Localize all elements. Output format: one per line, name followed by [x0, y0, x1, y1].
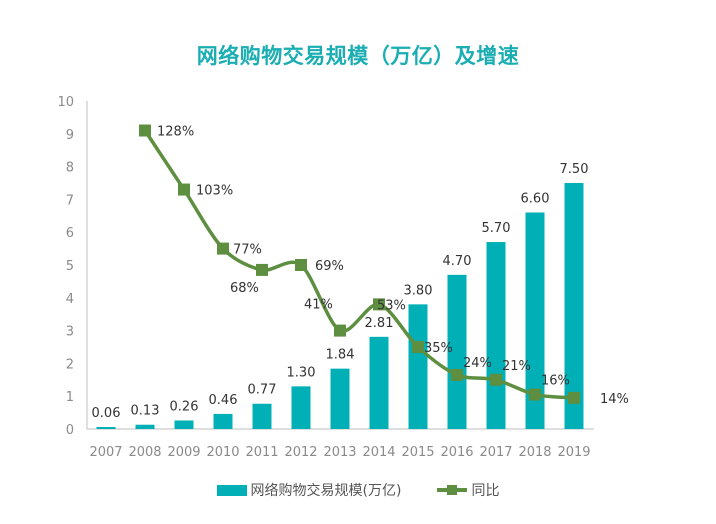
line-marker	[334, 324, 346, 337]
line-data-label: 69%	[315, 259, 344, 274]
x-tick-label: 2018	[518, 445, 551, 460]
x-tick-label: 2019	[557, 445, 590, 460]
bar	[447, 274, 467, 429]
legend-item-line: 同比	[437, 480, 499, 500]
bar-data-label: 0.77	[248, 383, 277, 398]
bar-data-label: 0.46	[209, 393, 238, 408]
bar-data-label: 1.84	[326, 348, 355, 363]
legend-line-swatch	[437, 484, 468, 496]
x-tick-label: 2017	[479, 445, 512, 460]
x-tick-label: 2009	[167, 445, 200, 460]
line-data-label: 41%	[304, 298, 333, 313]
y-tick-label: 10	[57, 95, 74, 110]
y-tick-label: 9	[66, 128, 74, 143]
bar-data-label: 6.60	[521, 192, 550, 207]
growth-line	[143, 129, 575, 400]
bar-data-label: 3.80	[404, 283, 433, 298]
line-data-label: 24%	[463, 356, 492, 371]
x-tick-label: 2012	[284, 445, 317, 460]
y-tick-label: 5	[66, 259, 74, 274]
y-tick-label: 8	[66, 161, 74, 176]
bar	[135, 424, 155, 429]
bar	[408, 304, 428, 429]
line-marker	[295, 259, 307, 271]
line-data-label: 103%	[196, 184, 233, 199]
line-marker	[217, 242, 229, 255]
x-tick-label: 2015	[401, 445, 434, 460]
bar-data-label: 7.50	[560, 162, 589, 177]
y-tick-label: 4	[66, 292, 74, 307]
y-tick-label: 3	[66, 325, 74, 340]
bar	[252, 403, 272, 429]
legend-item-bar: 网络购物交易规模(万亿)	[216, 480, 402, 500]
legend-line-label: 同比	[471, 483, 500, 499]
y-tick-label: 6	[66, 226, 74, 241]
line-marker	[529, 388, 541, 401]
bar	[174, 420, 194, 429]
bar	[486, 242, 506, 429]
x-tick-label: 2008	[128, 445, 161, 460]
bar-data-label: 1.30	[287, 365, 316, 380]
line-marker	[490, 373, 502, 386]
bar	[330, 368, 350, 429]
bar-data-label: 4.70	[443, 254, 472, 269]
y-tick-label: 7	[66, 193, 74, 208]
line-data-label: 53%	[377, 298, 406, 313]
chart-title: 网络购物交易规模（万亿）及增速	[196, 44, 520, 68]
bar	[213, 413, 233, 429]
bar-data-label: 0.26	[170, 399, 199, 414]
line-data-label: 14%	[600, 392, 629, 407]
legend: 网络购物交易规模(万亿) 同比	[0, 480, 716, 500]
legend-bar-swatch	[216, 484, 247, 496]
y-tick-label: 1	[66, 390, 74, 405]
line-marker	[256, 263, 268, 276]
bar-data-label: 0.13	[131, 404, 160, 419]
bar-data-label: 5.70	[482, 221, 511, 236]
bar-data-labels: 0.06 0.13 0.26 0.46 0.77 1.30 1.84 2.81 3.80 4.70…	[92, 162, 589, 421]
legend-bar-label: 网络购物交易规模(万亿)	[250, 483, 402, 499]
bar-data-label: 2.81	[365, 316, 394, 331]
line-marker	[373, 298, 385, 311]
y-tick-labels: 0 1 2 3 4 5 6 7 8 9 10	[57, 95, 74, 438]
bar-data-label: 0.06	[92, 406, 121, 421]
line-data-label: 128%	[157, 125, 194, 140]
line-data-label: 35%	[424, 341, 453, 356]
line-data-label: 77%	[233, 243, 262, 258]
x-tick-labels: 2007 2008 2009 2010 2011 2012 2013 2014 2015 2016…	[89, 445, 590, 460]
x-tick-label: 2014	[362, 445, 395, 460]
x-tick-label: 2011	[245, 445, 278, 460]
bar	[96, 427, 116, 429]
line-data-label: 16%	[541, 374, 570, 389]
line-data-label: 68%	[230, 281, 259, 296]
x-tick-label: 2013	[323, 445, 356, 460]
line-series	[139, 124, 580, 404]
bar-series	[96, 183, 584, 429]
bar	[564, 183, 584, 429]
x-tick-label: 2016	[440, 445, 473, 460]
bar	[525, 212, 545, 429]
x-tick-label: 2007	[89, 445, 122, 460]
line-marker	[178, 183, 190, 196]
line-marker	[412, 341, 424, 353]
x-tick-label: 2010	[206, 445, 239, 460]
y-tick-label: 0	[66, 423, 74, 438]
y-tick-label: 2	[66, 357, 74, 372]
bar	[291, 386, 311, 429]
bar	[369, 336, 389, 429]
line-data-labels: 128% 103% 77% 68% 69% 41% 53% 35% 24% 21% 16% 14%	[157, 125, 629, 407]
line-data-label: 21%	[502, 359, 531, 374]
line-marker	[568, 391, 580, 404]
line-marker	[139, 124, 151, 137]
line-marker	[451, 368, 463, 381]
